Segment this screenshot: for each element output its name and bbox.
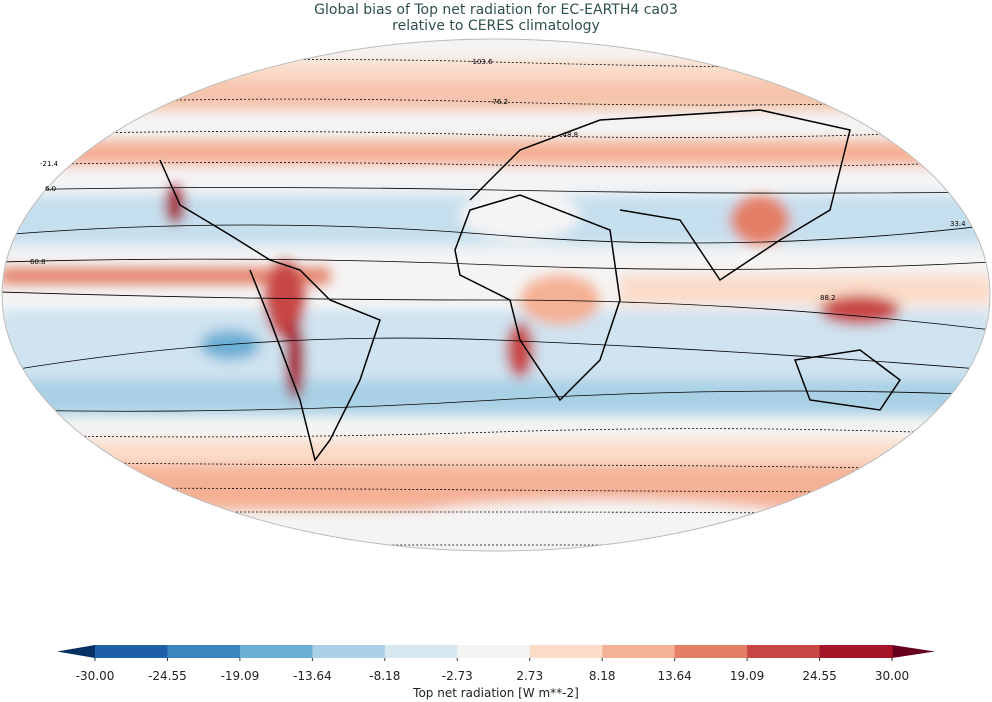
contour-label: 60.8 xyxy=(30,258,46,266)
colorbar-tick-label: 24.55 xyxy=(802,669,836,683)
colorbar-segment xyxy=(95,645,168,658)
colorbar-segment xyxy=(239,645,313,658)
colorbar-tick-label: -8.18 xyxy=(369,669,400,683)
colorbar-tick-label: -30.00 xyxy=(76,669,115,683)
contour-label: -48.8 xyxy=(560,131,578,139)
contour-label: 33.4 xyxy=(950,220,966,228)
contour-label: 88.2 xyxy=(820,294,836,302)
chart-title: Global bias of Top net radiation for EC-… xyxy=(314,2,678,18)
colorbar-over-triangle xyxy=(892,645,935,658)
colorbar-tick-labels: -30.00 -24.55 -19.09 -13.64 -8.18 -2.73 … xyxy=(76,669,910,683)
colorbar-tick-label: 30.00 xyxy=(875,669,909,683)
colorbar xyxy=(57,645,935,661)
colorbar-segment xyxy=(312,645,386,658)
colorbar-segment xyxy=(457,645,531,658)
colorbar-segment xyxy=(167,645,241,658)
colorbar-tick-label: 2.73 xyxy=(516,669,543,683)
colorbar-segment xyxy=(602,645,676,658)
contour-label: -21.4 xyxy=(40,160,59,168)
contour-label: 6.0 xyxy=(45,185,56,193)
contour-label: -76.2 xyxy=(490,98,508,106)
colorbar-tick-label: -2.73 xyxy=(442,669,473,683)
colorbar-tick-label: 19.09 xyxy=(730,669,764,683)
colorbar-tick-label: -24.55 xyxy=(148,669,187,683)
colorbar-segment xyxy=(819,645,893,658)
coastlines xyxy=(159,109,902,462)
colorbar-segment xyxy=(674,645,748,658)
colorbar-under-triangle xyxy=(57,645,95,658)
colorbar-segment xyxy=(384,645,458,658)
colorbar-segment xyxy=(747,645,821,658)
colorbar-tick-label: 13.64 xyxy=(657,669,691,683)
map-border xyxy=(1,38,991,552)
colorbar-tick-label: -13.64 xyxy=(293,669,332,683)
colorbar-tick-label: -19.09 xyxy=(221,669,260,683)
colorbar-segment xyxy=(529,645,603,658)
colorbar-tick-label: 8.18 xyxy=(589,669,616,683)
contour-label: -103.6 xyxy=(470,58,493,66)
chart-subtitle: relative to CERES climatology xyxy=(392,18,600,34)
bias-field xyxy=(2,39,990,551)
colorbar-label: Top net radiation [W m**-2] xyxy=(412,686,579,700)
contour-labels: -103.6 -76.2 -48.8 -21.4 6.0 33.4 60.8 8… xyxy=(30,58,966,302)
